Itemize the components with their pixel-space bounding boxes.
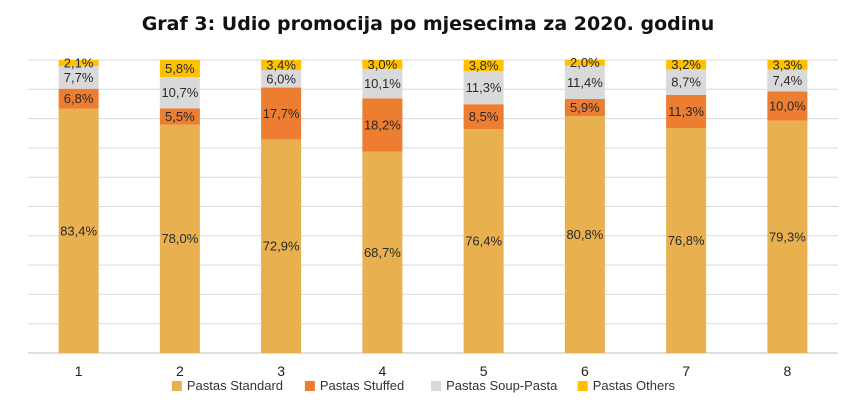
- bar-segment-pastas-soup-pasta-1: [58, 66, 99, 89]
- data-label-pastas-standard-5: 76,4%: [465, 234, 502, 249]
- bar-segment-pastas-standard-5: [463, 129, 504, 353]
- legend-swatch-pastas-soup-pasta: [431, 381, 442, 391]
- bar-segment-pastas-standard-1: [58, 108, 99, 353]
- data-label-pastas-stuffed-7: 11,3%: [668, 104, 704, 119]
- data-label-pastas-soup-pasta-5: 11,3%: [466, 80, 502, 95]
- bar-segment-pastas-stuffed-5: [463, 104, 504, 130]
- data-label-pastas-soup-pasta-2: 10,7%: [161, 85, 198, 100]
- bar-segment-pastas-soup-pasta-3: [261, 69, 302, 88]
- data-label-pastas-stuffed-3: 17,7%: [263, 106, 300, 121]
- legend-label-pastas-stuffed: Pastas Stuffed: [320, 378, 404, 393]
- bar-segment-pastas-stuffed-8: [767, 91, 808, 121]
- gridlines: [28, 59, 838, 354]
- data-label-pastas-stuffed-8: 10,0%: [769, 99, 806, 114]
- x-tick-label-2: 2: [176, 363, 184, 379]
- data-label-pastas-soup-pasta-8: 7,4%: [773, 73, 803, 88]
- data-label-pastas-others-3: 3,4%: [266, 57, 296, 72]
- data-label-pastas-standard-7: 76,8%: [668, 233, 705, 248]
- bar-segment-pastas-standard-6: [564, 116, 605, 353]
- data-label-pastas-standard-1: 83,4%: [60, 223, 97, 238]
- bar-segment-pastas-stuffed-3: [261, 87, 302, 140]
- data-label-pastas-others-6: 2,0%: [570, 55, 600, 70]
- bar-segment-pastas-stuffed-1: [58, 88, 99, 109]
- chart-title: Graf 3: Udio promocija po mjesecima za 2…: [142, 13, 715, 35]
- x-tick-label-4: 4: [378, 363, 386, 379]
- x-tick-label-1: 1: [75, 363, 83, 379]
- legend-label-pastas-standard: Pastas Standard: [187, 378, 283, 393]
- data-label-pastas-standard-3: 72,9%: [263, 239, 300, 254]
- data-label-pastas-others-5: 3,8%: [469, 58, 499, 73]
- bar-segment-pastas-standard-3: [261, 139, 302, 353]
- bar-segment-pastas-standard-7: [666, 127, 707, 353]
- bar-segment-pastas-stuffed-6: [564, 98, 605, 117]
- data-label-pastas-stuffed-6: 5,9%: [570, 100, 600, 115]
- data-label-pastas-standard-2: 78,0%: [161, 231, 198, 246]
- bar-segment-pastas-standard-8: [767, 120, 808, 353]
- data-label-pastas-standard-4: 68,7%: [364, 245, 401, 260]
- bar-segment-pastas-soup-pasta-4: [362, 68, 403, 99]
- legend-label-pastas-soup-pasta: Pastas Soup-Pasta: [446, 378, 558, 393]
- x-tick-labels: 1 2 3 4 5 6 7 8: [75, 363, 792, 379]
- data-label-pastas-others-1: 2,1%: [64, 56, 94, 71]
- x-tick-label-3: 3: [277, 363, 285, 379]
- legend-swatch-pastas-standard: [171, 381, 182, 391]
- bar-segment-pastas-soup-pasta-5: [463, 71, 504, 105]
- bar-segment-pastas-others-5: [463, 60, 504, 72]
- legend-swatch-pastas-stuffed: [304, 381, 315, 391]
- data-labels: 83,4% 6,8% 7,7%2,1% 78,0% 5,5% 10,7% 5,8% 72,9%…: [60, 55, 806, 260]
- data-label-pastas-stuffed-2: 5,5%: [165, 109, 195, 124]
- data-label-pastas-stuffed-5: 8,5%: [469, 109, 499, 124]
- data-label-pastas-standard-6: 80,8%: [566, 227, 603, 242]
- x-tick-label-7: 7: [682, 363, 690, 379]
- bar-segment-pastas-standard-2: [159, 124, 200, 354]
- data-label-pastas-others-7: 3,2%: [671, 57, 701, 72]
- bar-segment-pastas-soup-pasta-7: [666, 69, 707, 95]
- x-tick-label-8: 8: [783, 363, 791, 379]
- data-label-pastas-soup-pasta-6: 11,4%: [567, 75, 603, 90]
- data-label-pastas-others-2: 5,8%: [165, 61, 195, 76]
- bar-segment-pastas-stuffed-4: [362, 98, 403, 152]
- bar-segment-pastas-others-1: [58, 60, 99, 67]
- data-label-pastas-soup-pasta-3: 6,0%: [266, 71, 296, 86]
- data-label-pastas-soup-pasta-4: 10,1%: [364, 76, 401, 91]
- bar-segment-pastas-others-8: [767, 60, 808, 70]
- data-label-pastas-soup-pasta-1: 7,7%: [64, 70, 94, 85]
- bar-segment-pastas-standard-4: [362, 151, 403, 353]
- data-label-pastas-soup-pasta-7: 8,7%: [671, 75, 701, 90]
- bar-segment-pastas-stuffed-7: [666, 94, 707, 128]
- bar-segment-pastas-others-2: [159, 60, 200, 77]
- bar-segment-pastas-others-3: [261, 60, 302, 70]
- bars: [58, 59, 808, 354]
- bar-segment-pastas-soup-pasta-6: [564, 65, 605, 99]
- bar-segment-pastas-stuffed-2: [159, 108, 200, 125]
- data-label-pastas-others-8: 3,3%: [773, 57, 803, 72]
- legend-label-pastas-others: Pastas Others: [593, 378, 676, 393]
- legend-swatch-pastas-others: [577, 381, 588, 391]
- x-tick-label-5: 5: [480, 363, 488, 379]
- data-label-pastas-standard-8: 79,3%: [769, 229, 806, 244]
- data-label-pastas-stuffed-1: 6,8%: [64, 91, 94, 106]
- bar-segment-pastas-soup-pasta-2: [159, 76, 200, 109]
- x-tick-label-6: 6: [581, 363, 589, 379]
- data-label-pastas-others-4: 3,0%: [368, 57, 398, 72]
- bar-segment-pastas-others-6: [564, 59, 605, 66]
- bar-segment-pastas-others-7: [666, 60, 707, 70]
- legend: Pastas Standard Pastas Stuffed Pastas Soup…: [171, 378, 676, 393]
- data-label-pastas-stuffed-4: 18,2%: [364, 118, 401, 133]
- bar-segment-pastas-others-4: [362, 60, 403, 69]
- bar-segment-pastas-soup-pasta-8: [767, 69, 808, 92]
